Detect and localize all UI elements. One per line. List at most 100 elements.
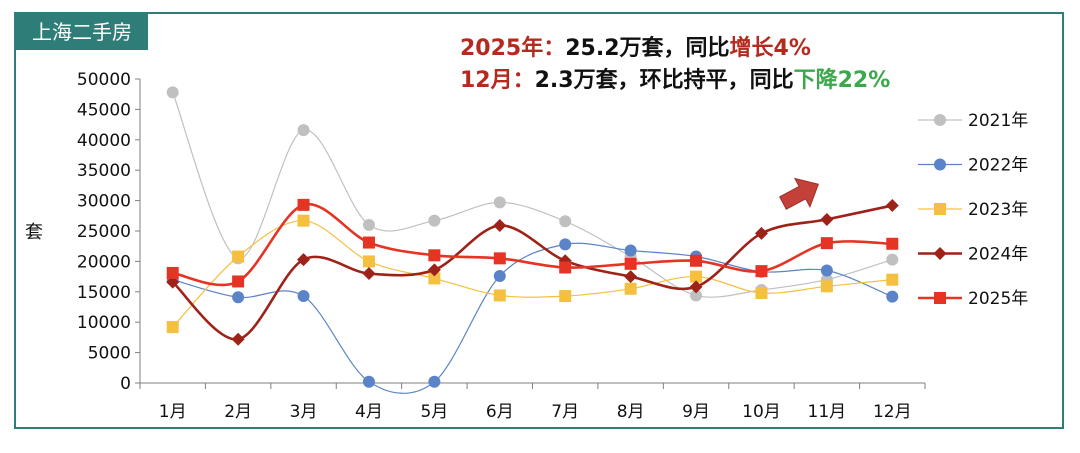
data-point-2024年 (427, 263, 441, 277)
data-point-2023年 (755, 287, 768, 300)
data-point-2025年 (493, 252, 506, 265)
city-tag: 上海二手房 (16, 14, 148, 50)
y-tick-label: 5000 (88, 344, 131, 364)
data-point-2024年 (493, 219, 507, 233)
x-tick-label: 1月 (159, 402, 187, 422)
data-point-2024年 (297, 253, 311, 267)
legend-marker-2022年 (934, 158, 946, 171)
data-point-2022年 (886, 290, 899, 303)
data-point-2025年 (232, 275, 245, 288)
data-point-2021年 (886, 253, 899, 266)
y-tick-label: 40000 (77, 131, 131, 151)
data-point-2022年 (624, 244, 637, 257)
legend-marker-2023年 (934, 203, 946, 215)
legend-label-2025年: 2025年 (968, 289, 1028, 309)
data-point-2021年 (559, 215, 572, 228)
data-point-2025年 (820, 237, 833, 250)
data-point-2022年 (820, 264, 833, 277)
headline-annual-value: 25.2万套，同比 (565, 36, 730, 61)
x-tick-label: 11月 (808, 402, 847, 422)
data-point-2025年 (297, 198, 310, 211)
data-point-2022年 (559, 238, 572, 251)
data-point-2021年 (690, 289, 703, 302)
data-point-2022年 (297, 290, 310, 303)
data-point-2024年 (362, 267, 376, 281)
data-point-2024年 (820, 212, 834, 226)
data-point-2023年 (428, 272, 441, 285)
y-tick-label: 50000 (77, 70, 131, 90)
data-point-2025年 (166, 266, 179, 279)
headline-month: 12月：2.3万套，环比持平，同比下降22% (460, 62, 890, 94)
legend-marker-2024年 (933, 247, 947, 260)
data-point-2023年 (297, 214, 310, 227)
data-point-2025年 (624, 257, 637, 270)
legend-label-2023年: 2023年 (968, 200, 1028, 220)
data-point-2024年 (624, 270, 638, 284)
data-point-2021年 (297, 124, 310, 137)
data-point-2024年 (885, 198, 899, 212)
x-tick-label: 3月 (290, 402, 318, 422)
x-tick-label: 2月 (224, 402, 252, 422)
data-point-2021年 (362, 218, 375, 231)
x-tick-label: 10月 (742, 402, 781, 422)
data-point-2025年 (559, 261, 572, 274)
legend-label-2024年: 2024年 (968, 245, 1028, 265)
data-point-2023年 (690, 270, 703, 283)
data-point-2023年 (886, 273, 899, 286)
data-point-2023年 (559, 290, 572, 303)
data-point-2021年 (428, 214, 441, 227)
headline-month-label: 12月： (460, 68, 535, 93)
data-point-2023年 (232, 250, 245, 263)
data-point-2024年 (231, 332, 245, 346)
x-tick-label: 9月 (682, 402, 710, 422)
data-point-2022年 (362, 375, 375, 388)
legend-marker-2021年 (934, 114, 946, 126)
series-line-2023年 (172, 220, 893, 328)
headline-annual-change: 增长4% (729, 36, 811, 61)
legend-label-2022年: 2022年 (968, 156, 1028, 176)
headline-annual-year: 2025年： (460, 36, 566, 61)
x-tick-label: 4月 (355, 402, 383, 422)
data-point-2025年 (362, 236, 375, 249)
data-point-2025年 (428, 249, 441, 262)
data-point-2023年 (362, 255, 375, 268)
data-point-2023年 (493, 289, 506, 302)
x-tick-label: 5月 (420, 402, 448, 422)
y-tick-label: 25000 (77, 222, 131, 242)
data-point-2023年 (624, 282, 637, 295)
data-point-2023年 (820, 280, 833, 293)
trend-arrow-icon (779, 177, 819, 210)
data-point-2025年 (690, 254, 703, 267)
data-point-2021年 (493, 196, 506, 209)
data-point-2024年 (754, 226, 768, 240)
headline-month-value: 2.3万套，环比持平，同比 (534, 68, 794, 93)
y-tick-label: 45000 (77, 100, 131, 120)
y-axis-title: 套 (25, 222, 43, 243)
y-tick-label: 10000 (77, 313, 131, 333)
data-point-2022年 (232, 291, 245, 304)
x-tick-label: 6月 (486, 402, 514, 422)
y-tick-label: 35000 (77, 161, 131, 181)
y-tick-label: 20000 (77, 252, 131, 272)
headline-month-change: 下降22% (793, 68, 891, 93)
data-point-2021年 (166, 86, 179, 99)
y-tick-label: 0 (120, 374, 131, 394)
y-tick-label: 30000 (77, 192, 131, 212)
x-tick-label: 12月 (873, 402, 912, 422)
data-point-2024年 (689, 280, 703, 294)
data-point-2023年 (166, 321, 179, 334)
legend-marker-2025年 (934, 292, 946, 304)
series-line-2025年 (172, 202, 893, 287)
chart-frame (14, 12, 1064, 429)
data-point-2025年 (755, 265, 768, 278)
data-point-2025年 (886, 237, 899, 250)
data-point-2022年 (493, 269, 506, 282)
legend-label-2021年: 2021年 (968, 111, 1028, 131)
x-tick-label: 8月 (617, 402, 645, 422)
x-tick-label: 7月 (551, 402, 579, 422)
y-tick-label: 15000 (77, 283, 131, 303)
data-point-2022年 (428, 375, 441, 388)
headline-annual: 2025年：25.2万套，同比增长4% (460, 30, 811, 62)
series-line-2022年 (172, 242, 893, 394)
